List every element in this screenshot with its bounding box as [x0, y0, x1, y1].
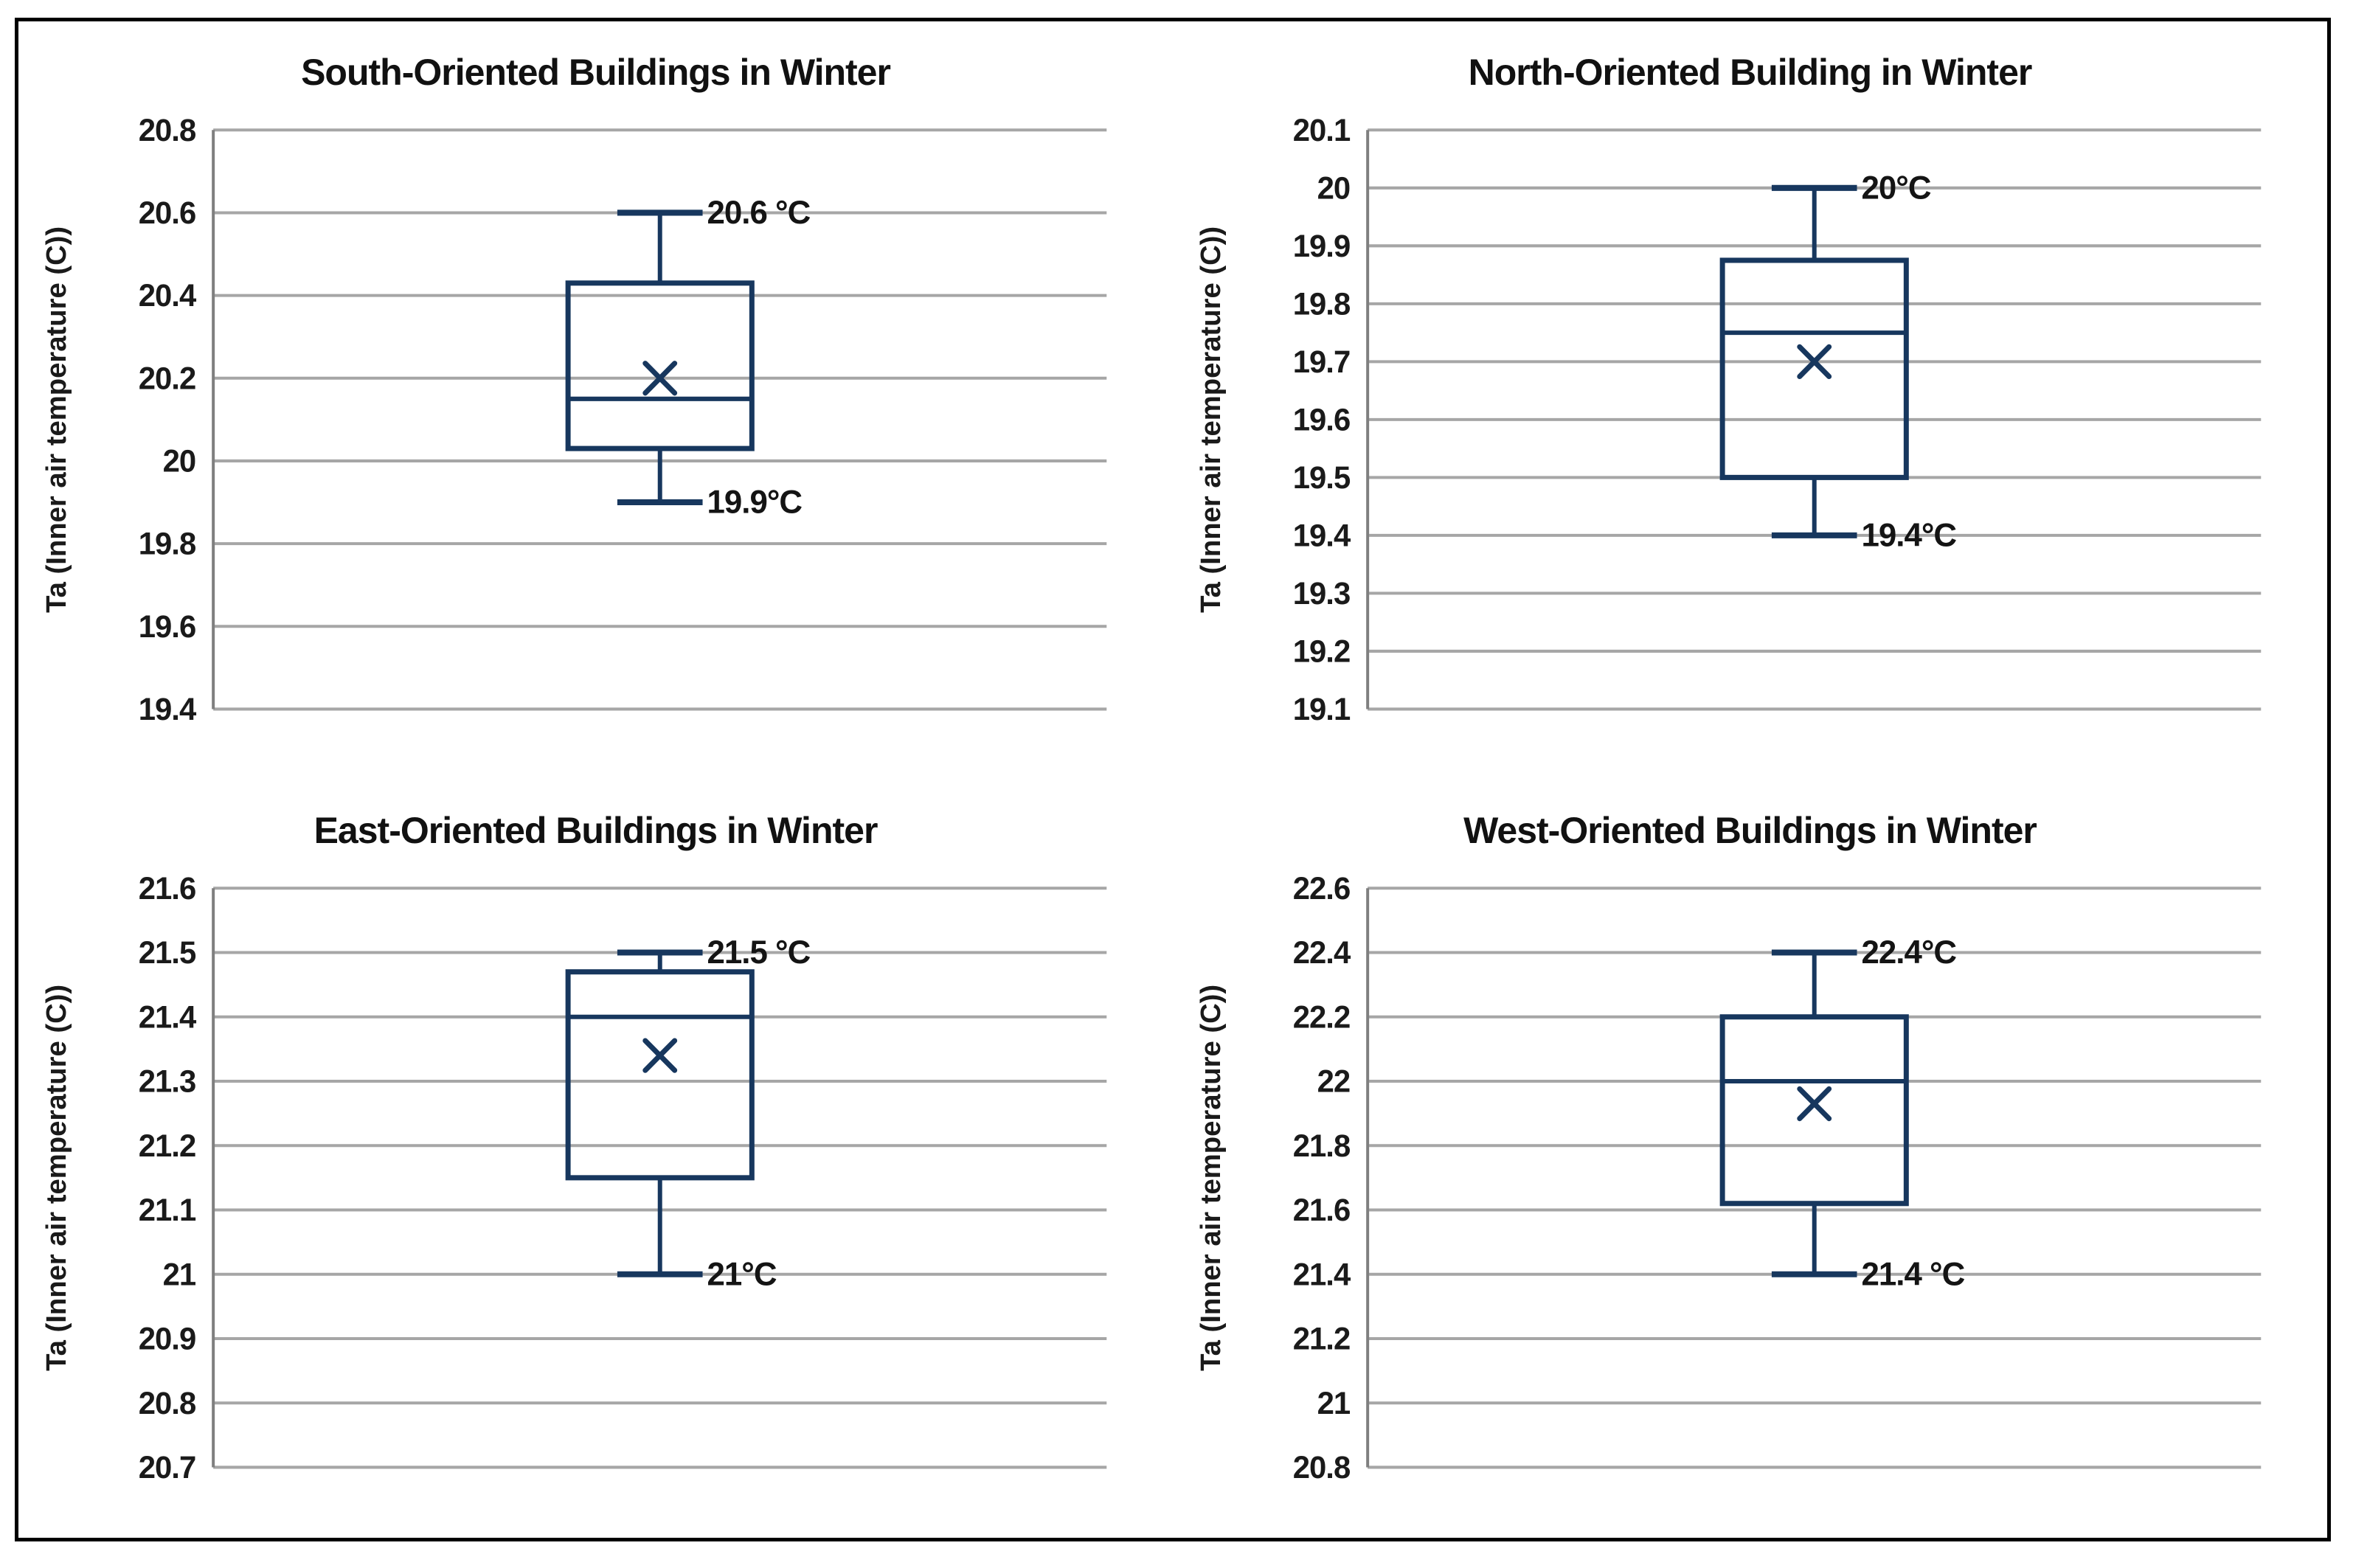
box-iqr: [565, 280, 755, 451]
y-tick-label: 19.7: [1293, 344, 1350, 379]
chart-south-winter: South-Oriented Buildings in Winter 20.8 2…: [18, 21, 1173, 780]
y-tick-label: 20.6: [139, 195, 195, 230]
y-tick-label: 19.3: [1293, 576, 1350, 611]
min-value-label: 19.4°C: [1862, 517, 1957, 553]
boxplot-svg: 20.8 20.6 20.4 20.2 20 19.8 19.6 19.4 Ta (Inner …: [41, 113, 1107, 726]
y-tick-label: 21.2: [139, 1128, 195, 1163]
y-tick-label: 19.6: [1293, 402, 1350, 437]
y-tick-label: 22.6: [1293, 871, 1350, 906]
max-value-label: 20.6 °C: [707, 195, 811, 231]
box-iqr: [1719, 1014, 1909, 1207]
y-axis-label: Ta (Inner air temperature (C)): [41, 226, 72, 613]
box-iqr: [565, 969, 755, 1181]
figure-frame: South-Oriented Buildings in Winter 20.8 2…: [15, 18, 2331, 1541]
y-tick-label: 21.5: [139, 935, 196, 970]
y-tick-label: 20.4: [139, 278, 197, 313]
chart-west-winter: West-Oriented Buildings in Winter 22.6 22…: [1173, 780, 2327, 1538]
boxplot-svg: 21.6 21.5 21.4 21.3 21.2 21.1 21 20.9 20.8 20.7 Ta…: [41, 871, 1107, 1485]
chart-title: East-Oriented Buildings in Winter: [313, 810, 879, 851]
mean-x-marker: [642, 1038, 678, 1073]
y-axis-label: Ta (Inner air temperature (C)): [1196, 985, 1227, 1371]
y-tick-label: 21: [163, 1257, 196, 1291]
y-tick-label: 22.4: [1293, 935, 1351, 970]
y-tick-label: 19.5: [1293, 460, 1351, 495]
y-tick-label: 19.4: [139, 692, 197, 726]
min-value-label: 21.4 °C: [1862, 1256, 1965, 1292]
y-tick-label: 20.8: [139, 113, 196, 148]
y-tick-label: 21.6: [1293, 1193, 1350, 1227]
chart-title: West-Oriented Buildings in Winter: [1463, 810, 2037, 851]
y-tick-label: 20.7: [139, 1450, 195, 1485]
min-value-label: 19.9°C: [707, 484, 803, 520]
min-value-label: 21°C: [707, 1256, 777, 1292]
boxplot-svg: 20.1 20 19.9 19.8 19.7 19.6 19.5 19.4 19.3 19.2 19…: [1196, 113, 2262, 726]
y-tick-label: 19.2: [1293, 634, 1350, 668]
chart-title: North-Oriented Building in Winter: [1468, 52, 2033, 93]
y-tick-label: 21.4: [139, 999, 197, 1034]
y-tick-label: 19.9: [1293, 229, 1350, 263]
box-iqr: [1719, 257, 1909, 480]
y-tick-label: 21.8: [1293, 1128, 1351, 1163]
y-tick-label: 20.2: [139, 361, 195, 395]
chart-north-winter: North-Oriented Building in Winter 20.1 20…: [1173, 21, 2327, 780]
max-value-label: 21.5 °C: [707, 934, 811, 971]
y-tick-label: 21: [1317, 1386, 1351, 1420]
y-tick-label: 19.8: [1293, 286, 1351, 321]
max-value-label: 22.4°C: [1862, 934, 1957, 971]
max-value-label: 20°C: [1862, 170, 1931, 206]
y-tick-label: 19.8: [139, 526, 196, 561]
y-tick-label: 21.4: [1293, 1257, 1351, 1291]
mean-x-marker: [1797, 1086, 1832, 1122]
chart-east-winter: East-Oriented Buildings in Winter 21.6 21…: [18, 780, 1173, 1538]
y-tick-label: 20: [163, 443, 196, 478]
boxplot-svg: 22.6 22.4 22.2 22 21.8 21.6 21.4 21.2 21 20.8 Ta (…: [1196, 871, 2262, 1485]
y-axis-label: Ta (Inner air temperature (C)): [41, 985, 72, 1371]
y-tick-label: 20.8: [1293, 1450, 1351, 1485]
chart-title: South-Oriented Buildings in Winter: [301, 52, 891, 93]
y-tick-label: 20: [1317, 170, 1351, 205]
y-tick-label: 19.4: [1293, 518, 1351, 552]
y-tick-label: 22: [1317, 1064, 1351, 1098]
y-tick-label: 19.6: [139, 609, 195, 644]
y-tick-label: 21.2: [1293, 1321, 1350, 1356]
y-tick-label: 19.1: [1293, 692, 1351, 726]
y-tick-label: 21.3: [139, 1064, 195, 1098]
y-tick-label: 21.1: [139, 1193, 196, 1227]
mean-x-marker: [1797, 344, 1832, 380]
y-tick-label: 20.9: [139, 1321, 195, 1356]
y-tick-label: 20.8: [139, 1386, 196, 1420]
mean-x-marker: [642, 361, 678, 396]
y-tick-label: 22.2: [1293, 999, 1350, 1034]
y-axis-label: Ta (Inner air temperature (C)): [1196, 226, 1227, 613]
y-tick-label: 21.6: [139, 871, 195, 906]
charts-grid: South-Oriented Buildings in Winter 20.8 2…: [18, 21, 2327, 1538]
y-tick-label: 20.1: [1293, 113, 1351, 148]
